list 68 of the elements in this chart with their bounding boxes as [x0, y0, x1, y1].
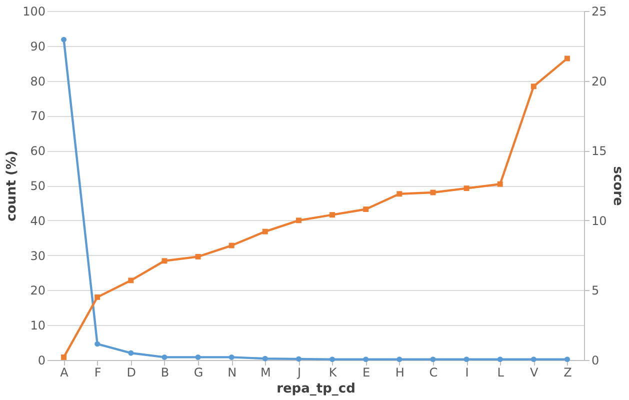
- x-tick-label: M: [260, 366, 271, 380]
- point: [228, 354, 234, 360]
- point: [94, 341, 100, 347]
- x-tick-label: B: [160, 366, 170, 380]
- point: [94, 294, 100, 300]
- point: [363, 206, 369, 212]
- y-tick-label: 50: [30, 179, 46, 193]
- point: [530, 356, 536, 362]
- point: [564, 56, 570, 62]
- x-axis-title: repa_tp_cd: [276, 382, 356, 396]
- point: [162, 354, 168, 360]
- point: [396, 356, 402, 362]
- y2-axis-title: score: [610, 166, 625, 206]
- point: [564, 356, 570, 362]
- y-tick-label: 10: [30, 318, 46, 333]
- point: [128, 278, 134, 284]
- point: [464, 186, 470, 192]
- point: [262, 356, 268, 362]
- y2-tick-label: 15: [592, 144, 607, 158]
- x-tick-label: C: [429, 366, 438, 380]
- x-tick-label: F: [94, 366, 102, 380]
- point: [128, 350, 134, 356]
- x-tick-label: K: [328, 366, 338, 380]
- y2-tick-label: 20: [592, 74, 607, 88]
- x-tick-label: J: [296, 366, 301, 380]
- y-tick-label: 60: [30, 144, 46, 158]
- point: [330, 356, 336, 362]
- point: [61, 36, 67, 42]
- y-tick-label: 40: [30, 214, 46, 228]
- point: [195, 354, 201, 360]
- point: [430, 356, 436, 362]
- x-tick-label: L: [497, 366, 504, 380]
- y-tick-label: 20: [30, 284, 46, 298]
- y-tick-label: 0: [38, 354, 46, 368]
- point: [296, 356, 302, 362]
- x-tick-label: D: [126, 366, 136, 380]
- y-tick-label: 90: [30, 39, 46, 54]
- point: [228, 242, 234, 248]
- y2-tick-label: 10: [592, 214, 607, 228]
- x-tick-label: A: [60, 366, 70, 380]
- y2-tick-label: 0: [592, 354, 600, 368]
- y2-tick-label: 5: [592, 284, 600, 298]
- x-tick-label: V: [530, 366, 540, 380]
- x-tick-label: E: [362, 366, 370, 380]
- x-tick-label: Z: [564, 366, 572, 380]
- point: [363, 356, 369, 362]
- point: [497, 356, 503, 362]
- point: [61, 354, 67, 360]
- y-tick-label: 30: [30, 248, 46, 263]
- point: [195, 254, 201, 260]
- point: [162, 258, 168, 264]
- y-axis-title: count (%): [4, 150, 20, 222]
- point: [296, 218, 302, 224]
- point: [330, 212, 336, 218]
- y-tick-label: 100: [22, 4, 46, 18]
- point: [497, 181, 503, 187]
- point: [464, 356, 470, 362]
- point: [530, 84, 536, 90]
- x-tick-label: I: [465, 366, 469, 380]
- x-tick-label: H: [395, 366, 404, 380]
- y-tick-label: 70: [30, 109, 46, 124]
- x-tick-label: N: [228, 366, 237, 380]
- point: [396, 191, 402, 197]
- y2-tick-label: 25: [592, 4, 607, 18]
- point: [262, 228, 268, 234]
- point: [430, 190, 436, 196]
- y-tick-label: 80: [30, 74, 46, 88]
- x-tick-label: G: [194, 366, 204, 380]
